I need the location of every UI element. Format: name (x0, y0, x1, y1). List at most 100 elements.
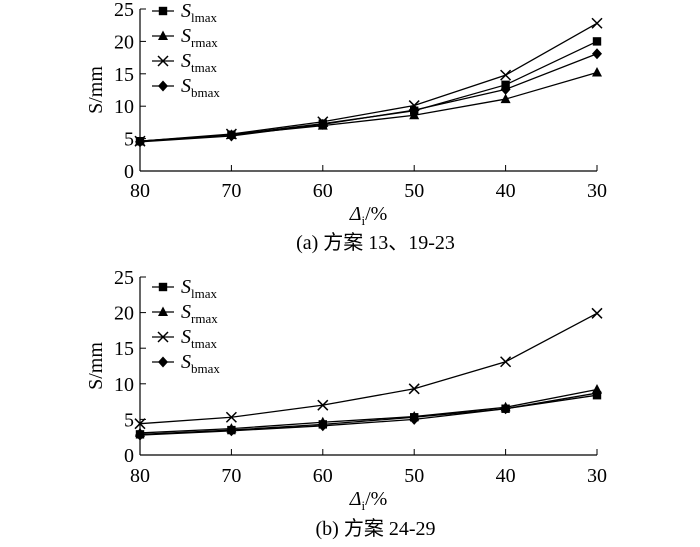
y-tick-label: 5 (124, 409, 134, 431)
series-line-rmax (139, 71, 598, 142)
data-point-rmax (500, 93, 511, 104)
x-tick-label: 30 (587, 465, 607, 487)
legend-item-bmax: Sbmax (152, 351, 220, 376)
x-tick-label: 30 (587, 180, 607, 202)
series-bmax (135, 387, 602, 441)
legend-item-bmax: Sbmax (152, 75, 220, 100)
data-point-tmax (591, 307, 603, 319)
legend-marker-stroke-b (157, 55, 169, 67)
data-point-tmax (225, 411, 237, 423)
y-tick-label: 20 (114, 303, 134, 325)
x-tick-label: 60 (313, 180, 333, 202)
legend-label: Stmax (181, 326, 217, 351)
data-point-bmax (226, 425, 237, 437)
series-line-bmax (139, 53, 598, 143)
legend-item-rmax: Srmax (152, 25, 218, 50)
data-point-tmax-stroke-b (225, 411, 237, 423)
legend-marker (157, 55, 169, 67)
data-point-tmax-stroke-b (500, 69, 512, 81)
x-tick-label: 50 (404, 465, 424, 487)
series-line-rmax (139, 388, 598, 434)
panel-caption: (a) 方案 13、19-23 (296, 231, 455, 254)
x-tick-label: 80 (130, 180, 150, 202)
legend-item-rmax: Srmax (152, 301, 218, 326)
legend-label: Sbmax (181, 351, 220, 376)
legend-marker (158, 306, 168, 316)
y-tick-label: 15 (114, 64, 134, 86)
data-point-tmax (408, 383, 420, 395)
y-tick-label: 5 (124, 129, 134, 151)
legend-item-tmax: Stmax (152, 50, 217, 75)
x-tick-label: 80 (130, 465, 150, 487)
chart-panel-b: 0 5 10 15 20 25 80 70 60 50 40 30 S/mm Δi/% (b) 方案 24-… (85, 267, 607, 540)
data-point-tmax-stroke-b (317, 399, 329, 411)
x-axis-label: Δi/% (349, 488, 388, 513)
chart-panel-a: 0 5 10 15 20 25 80 70 60 50 40 30 S/mm Δi/% (a) 方案 13、… (85, 0, 607, 254)
y-tick-label: 20 (114, 31, 134, 53)
y-tick-label: 10 (114, 374, 134, 396)
data-point-tmax-stroke-b (591, 17, 603, 29)
legend-marker (158, 356, 168, 368)
legend-label: Sbmax (181, 75, 220, 100)
legend-item-tmax: Stmax (152, 326, 217, 351)
legend-item-lmax: Slmax (152, 0, 217, 25)
legend-marker-stroke-b (157, 331, 169, 343)
data-point-tmax (134, 418, 146, 430)
y-tick-label: 0 (124, 161, 134, 183)
series-line-bmax (139, 392, 598, 436)
data-point-tmax (500, 356, 512, 368)
legend-label: Srmax (181, 25, 218, 50)
x-tick-label: 60 (313, 465, 333, 487)
data-point-bmax (500, 403, 511, 415)
y-axis-label: S/mm (85, 66, 107, 114)
x-tick-label: 40 (496, 180, 516, 202)
y-tick-label: 0 (124, 445, 134, 467)
y-tick-label: 15 (114, 338, 134, 360)
legend-marker (157, 331, 169, 343)
y-tick-label: 10 (114, 96, 134, 118)
data-point-tmax (317, 399, 329, 411)
data-point-tmax-stroke-b (134, 418, 146, 430)
legend-label: Slmax (181, 0, 217, 25)
data-point-tmax (591, 17, 603, 29)
series-rmax (135, 383, 602, 437)
data-point-lmax (592, 37, 602, 46)
data-point-bmax (409, 104, 420, 116)
x-axis-label: Δi/% (349, 203, 388, 228)
data-point-bmax (226, 130, 237, 142)
series-line-tmax (139, 22, 598, 142)
legend-label: Srmax (181, 301, 218, 326)
data-point-bmax (317, 420, 328, 432)
legend-marker (158, 80, 168, 92)
x-tick-label: 70 (221, 180, 241, 202)
data-point-bmax (135, 429, 145, 441)
panel-caption: (b) 方案 24-29 (316, 517, 436, 540)
legend-label: Slmax (181, 276, 217, 301)
data-point-bmax (317, 118, 328, 130)
y-tick-label: 25 (114, 267, 134, 289)
x-tick-label: 40 (496, 465, 516, 487)
data-point-tmax-stroke-b (408, 383, 420, 395)
legend-marker (158, 282, 168, 292)
data-point-bmax (135, 136, 145, 148)
series-tmax (134, 307, 603, 430)
data-point-tmax (500, 69, 512, 81)
series-line-tmax (139, 312, 598, 425)
data-point-bmax (592, 48, 602, 60)
series-bmax (135, 48, 602, 148)
y-tick-label: 25 (114, 0, 134, 21)
x-tick-label: 70 (221, 465, 241, 487)
y-axis-label: S/mm (85, 342, 107, 390)
data-point-tmax-stroke-b (500, 356, 512, 368)
data-point-bmax (592, 387, 602, 399)
data-point-rmax (592, 67, 602, 77)
legend-marker (158, 6, 168, 16)
data-point-bmax (409, 413, 420, 425)
data-point-bmax (500, 83, 511, 95)
legend-label: Stmax (181, 50, 217, 75)
legend-marker (158, 30, 168, 40)
legend-item-lmax: Slmax (152, 276, 217, 301)
